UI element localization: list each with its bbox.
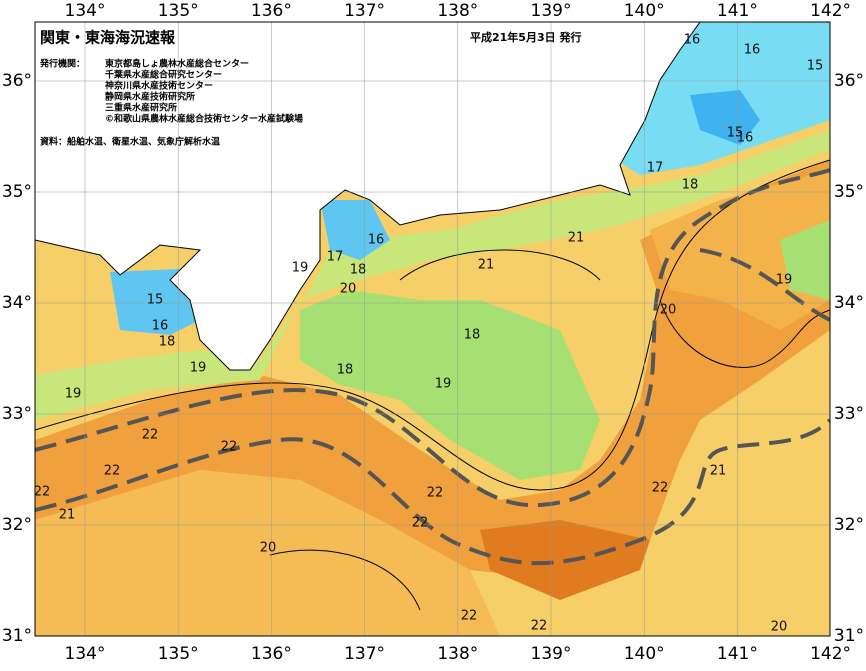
contour-label: 22 xyxy=(34,485,51,500)
contour-label: 20 xyxy=(260,541,277,556)
contour-lines xyxy=(35,159,830,611)
latitude-label: 34° xyxy=(2,293,32,313)
cool-water-area xyxy=(780,220,830,300)
latitude-label: 32° xyxy=(2,515,32,535)
contour-label: 22 xyxy=(104,464,121,479)
longitude-label: 139° xyxy=(531,1,572,21)
issuers-label: 発行機関： xyxy=(39,58,85,70)
longitude-label: 135° xyxy=(158,644,199,664)
contour-label: 16 xyxy=(684,33,701,48)
issuer: 三重県水産研究所 xyxy=(105,102,177,114)
contour-label: 20 xyxy=(340,282,357,297)
latitude-label: 33° xyxy=(834,404,864,424)
contour-label: 21 xyxy=(568,231,585,246)
contour-label: 19 xyxy=(190,361,207,376)
latitude-label: 31° xyxy=(834,626,864,646)
contour-label: 18 xyxy=(159,335,176,350)
contour-label: 16 xyxy=(737,131,754,146)
contour-label: 22 xyxy=(461,609,478,624)
latitude-label: 34° xyxy=(834,293,864,313)
current-axis xyxy=(35,168,830,566)
contour-label: 19 xyxy=(292,261,309,276)
contour-label: 21 xyxy=(710,464,727,479)
warm-area xyxy=(650,170,830,330)
issuer: 千葉県水産総合研究センター xyxy=(105,69,222,81)
source: 資料：船舶水温、衛星水温、気象庁解析水温 xyxy=(40,136,220,148)
contour-label: 18 xyxy=(464,328,481,343)
contour-label: 17 xyxy=(327,250,344,265)
longitude-label: 137° xyxy=(344,644,385,664)
latitude-label: 36° xyxy=(2,71,32,91)
longitude-label: 136° xyxy=(251,644,292,664)
cool-coastal-area xyxy=(35,130,830,420)
contour-label: 16 xyxy=(368,233,385,248)
coldest-area xyxy=(690,90,760,145)
issuer: 神奈川県水産技術センター xyxy=(105,80,213,92)
contour-label: 22 xyxy=(142,428,159,443)
issue-date: 平成21年5月3日 発行 xyxy=(470,30,581,44)
contour-label: 18 xyxy=(682,178,699,193)
longitude-label: 139° xyxy=(531,644,572,664)
contour-label: 19 xyxy=(435,377,452,392)
latitude-label: 35° xyxy=(834,182,864,202)
longitude-label: 137° xyxy=(344,1,385,21)
contour-label: 20 xyxy=(660,303,677,318)
contour-label: 18 xyxy=(350,263,367,278)
contour-label: 22 xyxy=(221,440,238,455)
contour-label: 16 xyxy=(152,319,169,334)
longitude-label: 140° xyxy=(624,1,665,21)
longitude-label: 134° xyxy=(65,644,106,664)
contour-label: 22 xyxy=(531,619,548,634)
contour-label: 19 xyxy=(65,387,82,402)
cold-water-area xyxy=(320,200,390,260)
map-frame xyxy=(34,21,831,637)
contour-label: 15 xyxy=(727,126,744,141)
warm-area xyxy=(35,470,500,636)
latitude-label: 32° xyxy=(834,515,864,535)
contour-label: 20 xyxy=(771,620,788,635)
graticule xyxy=(35,22,830,636)
contour-label: 18 xyxy=(337,363,354,378)
land xyxy=(35,22,701,371)
contour-label: 22 xyxy=(427,486,444,501)
longitude-label: 141° xyxy=(717,644,758,664)
contour-label: 16 xyxy=(744,43,761,58)
longitude-label: 141° xyxy=(717,1,758,21)
issuer: ©和歌山県農林水産総合技術センター水産試験場 xyxy=(105,113,303,125)
longitude-label: 138° xyxy=(437,644,478,664)
contour-label: 22 xyxy=(652,481,669,496)
contour-label: 22 xyxy=(412,516,429,531)
longitude-label: 142° xyxy=(810,1,851,21)
longitude-label: 134° xyxy=(65,1,106,21)
longitude-label: 140° xyxy=(624,644,665,664)
contour-label: 21 xyxy=(59,508,76,523)
issuer: 静岡県水産技術研究所 xyxy=(105,91,195,103)
latitude-label: 33° xyxy=(2,404,32,424)
longitude-label: 138° xyxy=(437,1,478,21)
issuer: 東京都島しょ農林水産総合センター xyxy=(105,58,249,70)
longitude-label: 136° xyxy=(251,1,292,21)
title: 関東・東海海況速報 xyxy=(40,29,176,47)
warm-current-band xyxy=(35,160,830,580)
contour-label: 19 xyxy=(776,273,793,288)
contour-label: 15 xyxy=(147,293,164,308)
longitude-label: 142° xyxy=(810,644,851,664)
latitude-label: 31° xyxy=(2,626,32,646)
cool-water-area xyxy=(300,290,600,480)
contour-label: 17 xyxy=(647,161,664,176)
longitude-label: 135° xyxy=(158,1,199,21)
contour-label: 21 xyxy=(478,258,495,273)
contour-label: 15 xyxy=(807,59,824,74)
latitude-label: 35° xyxy=(2,182,32,202)
map-area xyxy=(35,22,830,636)
latitude-label: 36° xyxy=(834,71,864,91)
